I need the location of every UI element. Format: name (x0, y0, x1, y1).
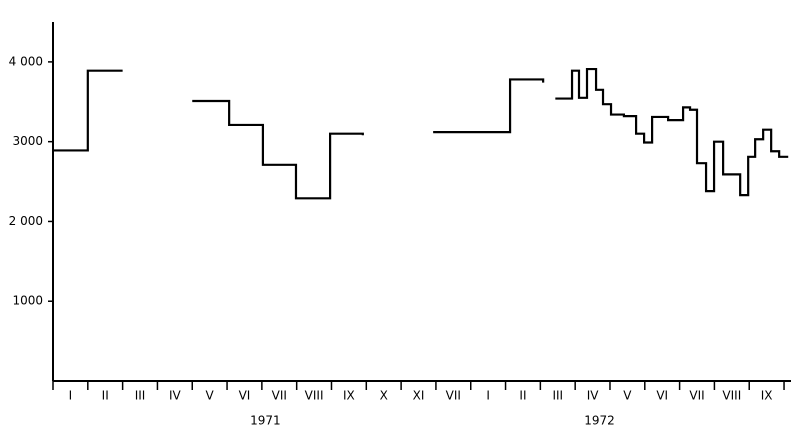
y-tick-label: 2 000 (9, 214, 43, 228)
x-tick-label: X (380, 389, 388, 403)
x-tick-label: II (519, 389, 526, 403)
x-tick-label: I (486, 389, 490, 403)
x-tick-label: VII (689, 389, 704, 403)
year-label: 1971 (250, 414, 281, 428)
x-tick-label: V (206, 389, 215, 403)
y-tick-label: 1000 (12, 294, 43, 308)
x-tick-label: III (135, 389, 146, 403)
x-tick-label: I (69, 389, 73, 403)
step-line (53, 67, 789, 200)
y-tick-label: 4 000 (9, 54, 43, 68)
x-tick-label: II (102, 389, 109, 403)
x-tick-label: IX (761, 389, 773, 403)
y-tick-label: 3000 (12, 134, 43, 148)
x-tick-label: V (623, 389, 632, 403)
x-tick-label: VIII (722, 389, 741, 403)
x-tick-label: IV (587, 389, 600, 403)
x-tick-label: VIII (305, 389, 324, 403)
x-tick-label: VII (272, 389, 287, 403)
year-label: 1972 (584, 414, 615, 428)
x-tick-label: VI (239, 389, 251, 403)
x-tick-label: IX (343, 389, 355, 403)
x-tick-label: VII (446, 389, 461, 403)
x-tick-label: VI (656, 389, 668, 403)
x-tick-label: III (552, 389, 563, 403)
x-tick-label: XI (413, 389, 425, 403)
x-tick-label: IV (169, 389, 182, 403)
